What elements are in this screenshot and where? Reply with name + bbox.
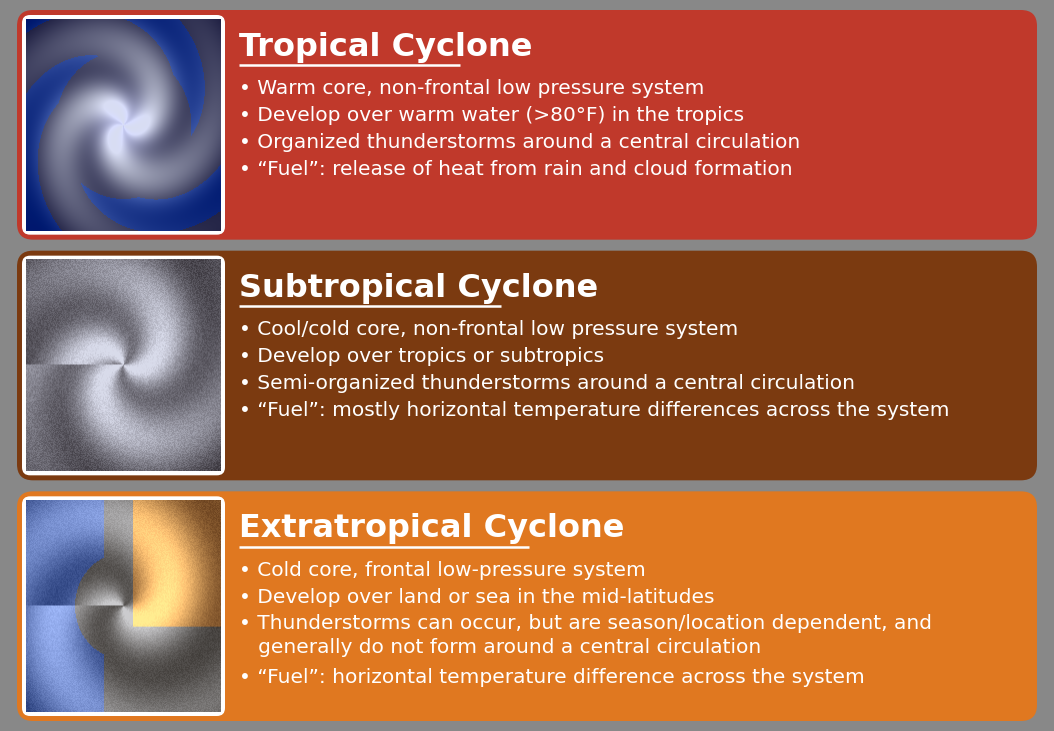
FancyBboxPatch shape — [22, 256, 225, 475]
FancyBboxPatch shape — [17, 491, 1037, 721]
Text: • Cold core, frontal low-pressure system: • Cold core, frontal low-pressure system — [239, 561, 646, 580]
FancyBboxPatch shape — [22, 496, 225, 716]
Text: • Develop over tropics or subtropics: • Develop over tropics or subtropics — [239, 347, 604, 366]
FancyBboxPatch shape — [17, 10, 1037, 240]
Text: Subtropical Cyclone: Subtropical Cyclone — [239, 273, 598, 303]
FancyBboxPatch shape — [22, 15, 225, 235]
Text: • Thunderstorms can occur, but are season/location dependent, and
   generally d: • Thunderstorms can occur, but are seaso… — [239, 615, 932, 657]
Text: • Develop over land or sea in the mid-latitudes: • Develop over land or sea in the mid-la… — [239, 588, 715, 607]
Text: • Develop over warm water (>80°F) in the tropics: • Develop over warm water (>80°F) in the… — [239, 106, 744, 125]
Text: Tropical Cyclone: Tropical Cyclone — [239, 32, 532, 63]
Text: • Warm core, non-frontal low pressure system: • Warm core, non-frontal low pressure sy… — [239, 80, 704, 99]
Text: • “Fuel”: mostly horizontal temperature differences across the system: • “Fuel”: mostly horizontal temperature … — [239, 401, 950, 420]
Text: Extratropical Cyclone: Extratropical Cyclone — [239, 513, 624, 545]
Text: • Semi-organized thunderstorms around a central circulation: • Semi-organized thunderstorms around a … — [239, 374, 855, 393]
Text: • Cool/cold core, non-frontal low pressure system: • Cool/cold core, non-frontal low pressu… — [239, 320, 738, 339]
Text: • “Fuel”: horizontal temperature difference across the system: • “Fuel”: horizontal temperature differe… — [239, 668, 864, 687]
Text: • Organized thunderstorms around a central circulation: • Organized thunderstorms around a centr… — [239, 133, 800, 152]
FancyBboxPatch shape — [17, 251, 1037, 480]
Text: • “Fuel”: release of heat from rain and cloud formation: • “Fuel”: release of heat from rain and … — [239, 160, 793, 179]
